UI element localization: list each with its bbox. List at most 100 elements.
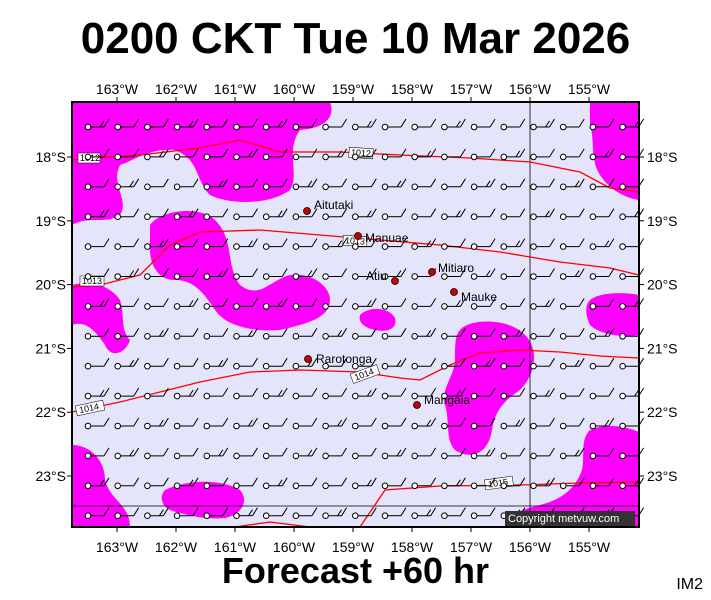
wind-barb-icon (322, 118, 348, 131)
latitude-label-left: 19°S (35, 213, 66, 229)
isobar-1014 (71, 349, 640, 413)
wind-barb-icon (441, 268, 466, 280)
wind-barb-icon (203, 328, 229, 340)
wind-barb-icon (262, 298, 288, 310)
wind-barb-icon (500, 298, 526, 310)
wind-barbs (84, 118, 645, 520)
wind-barb-icon (470, 387, 496, 400)
wind-barb-icon (411, 118, 437, 131)
wind-barb-icon (203, 507, 229, 520)
wind-barb-icon (441, 178, 466, 191)
wind-barb-icon (441, 387, 466, 400)
wind-barb-icon (559, 328, 585, 340)
wind-barb-icon (352, 178, 377, 191)
wind-barb-icon (233, 477, 258, 490)
wind-barb-icon (381, 447, 407, 460)
longitude-label-bottom: 162°W (155, 539, 198, 555)
wind-barb-icon (233, 357, 258, 370)
wind-barb-icon (262, 328, 288, 340)
copyright-text: Copyright metvuw.com (508, 513, 619, 525)
wind-barb-icon (619, 238, 645, 250)
wind-barb-icon (352, 357, 377, 370)
map-title: 0200 CKT Tue 10 Mar 2026 (80, 14, 631, 63)
wind-barb-icon (114, 178, 140, 191)
wind-barb-icon (322, 507, 348, 520)
wind-barb-icon (262, 118, 288, 131)
place-label: Mangaia (424, 393, 470, 407)
wind-barb-icon (84, 298, 110, 310)
wind-barb-icon (144, 477, 169, 490)
wind-barb-icon (233, 268, 258, 280)
wind-barb-icon (203, 208, 229, 220)
wind-barb-icon (500, 208, 526, 220)
wind-barb-icon (352, 268, 377, 280)
wind-barb-icon (559, 298, 585, 310)
wind-barb-icon (262, 357, 288, 370)
wind-barb-icon (530, 298, 555, 310)
wind-barb-icon (530, 417, 555, 430)
wind-barb-icon (292, 238, 318, 250)
wind-barb-icon (500, 178, 526, 191)
wind-barb-icon (173, 417, 199, 430)
wind-barb-icon (262, 178, 288, 191)
precip-area-se (505, 426, 639, 527)
latitude-label-left: 20°S (35, 277, 66, 293)
wind-barb-icon (233, 118, 258, 131)
wind-barb-icon (559, 387, 585, 400)
wind-barb-icon (292, 328, 318, 340)
wind-barb-icon (144, 507, 169, 520)
wind-barb-icon (173, 118, 199, 131)
latitude-label-right: 20°S (647, 277, 678, 293)
wind-barb-icon (114, 208, 140, 220)
wind-barb-icon (352, 417, 377, 430)
wind-barb-icon (173, 507, 199, 520)
copyright-box (505, 511, 635, 526)
product-code: IM2 (676, 576, 703, 593)
town-marker (304, 355, 312, 363)
longitude-label-top: 161°W (214, 81, 257, 97)
wind-barb-icon (381, 328, 407, 340)
wind-barb-icon (233, 387, 258, 400)
wind-barb-icon (262, 387, 288, 400)
wind-barb-icon (589, 268, 615, 280)
wind-barb-icon (411, 417, 437, 430)
wind-barb-icon (262, 238, 288, 250)
wind-barb-icon (500, 328, 526, 340)
wind-barb-icon (589, 328, 615, 340)
wind-barb-icon (381, 238, 407, 250)
wind-barb-icon (589, 238, 615, 250)
wind-barb-icon (322, 298, 348, 310)
latitude-label-right: 21°S (647, 340, 678, 356)
wind-barb-icon (589, 477, 615, 490)
precip-area-east-edge (586, 293, 639, 337)
wind-barb-icon (381, 357, 407, 370)
wind-barb-icon (470, 328, 496, 340)
wind-barb-icon (114, 417, 140, 430)
wind-barb-icon (203, 417, 229, 430)
wind-barb-icon (322, 178, 348, 191)
wind-barb-icon (262, 208, 288, 220)
place-label: Manuae (365, 231, 409, 245)
wind-barb-icon (441, 328, 466, 340)
wind-barb-icon (589, 208, 615, 220)
wind-barb-icon (470, 118, 496, 131)
towns: Aitutaki Manuae Mitiaro Atiu Mauke Rarot… (303, 198, 497, 409)
wind-barb-icon (262, 507, 288, 520)
precip-area-south (161, 481, 245, 519)
wind-barb-icon (144, 387, 169, 400)
wind-barb-icon (203, 298, 229, 310)
wind-barb-icon (292, 387, 318, 400)
wind-barb-icon (203, 178, 229, 191)
wind-barb-icon (144, 328, 169, 340)
wind-barb-icon (292, 417, 318, 430)
wind-barb-icon (292, 148, 318, 161)
wind-barb-icon (441, 507, 466, 520)
wind-barb-icon (411, 208, 437, 220)
wind-barb-icon (292, 298, 318, 310)
wind-barb-icon (500, 447, 526, 460)
wind-barb-icon (203, 148, 229, 161)
isobar-label: 1014 (78, 401, 100, 415)
wind-barb-icon (470, 447, 496, 460)
wind-barb-icon (173, 238, 199, 250)
wind-barb-icon (500, 417, 526, 430)
